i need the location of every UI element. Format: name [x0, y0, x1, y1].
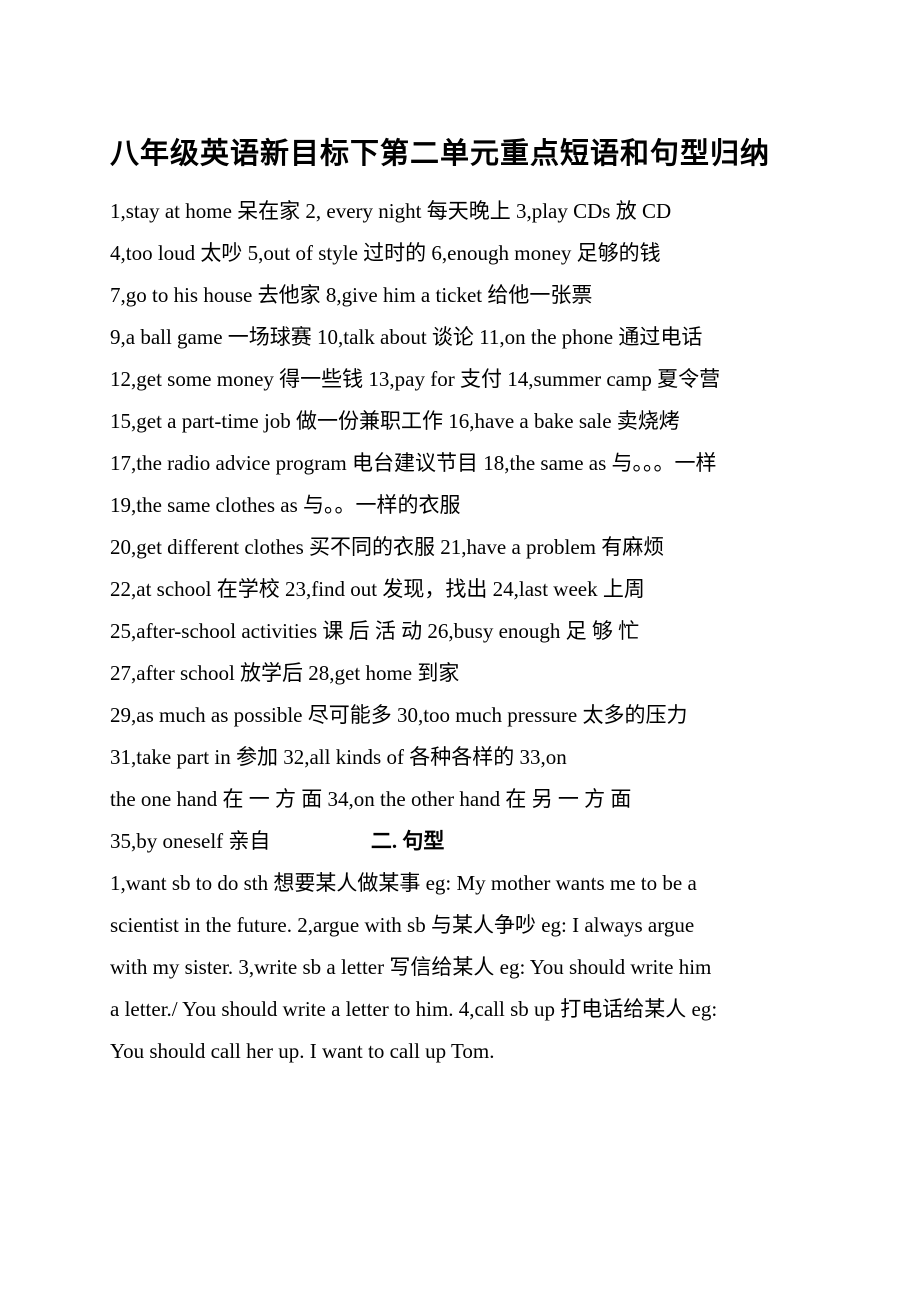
sentence-pattern-line: with my sister. 3,write sb a letter 写信给某… — [110, 946, 810, 988]
phrase-line: 4,too loud 太吵 5,out of style 过时的 6,enoug… — [110, 232, 810, 274]
phrase-line: 9,a ball game 一场球赛 10,talk about 谈论 11,o… — [110, 316, 810, 358]
phrase-line: 31,take part in 参加 32,all kinds of 各种各样的… — [110, 736, 810, 778]
phrase-line: 22,at school 在学校 23,find out 发现，找出 24,la… — [110, 568, 810, 610]
document-title: 八年级英语新目标下第二单元重点短语和句型归纳 — [110, 130, 810, 172]
phrase-line: 1,stay at home 呆在家 2, every night 每天晚上 3… — [110, 190, 810, 232]
phrase-line: 15,get a part-time job 做一份兼职工作 16,have a… — [110, 400, 810, 442]
phrase-line: 20,get different clothes 买不同的衣服 21,have … — [110, 526, 810, 568]
sentence-pattern-line: a letter./ You should write a letter to … — [110, 988, 810, 1030]
phrase-line: 17,the radio advice program 电台建议节目 18,th… — [110, 442, 810, 484]
sentence-pattern-line: scientist in the future. 2,argue with sb… — [110, 904, 810, 946]
phrase-line: 27,after school 放学后 28,get home 到家 — [110, 652, 810, 694]
phrase-line: 7,go to his house 去他家 8,give him a ticke… — [110, 274, 810, 316]
phrase-line: 12,get some money 得一些钱 13,pay for 支付 14,… — [110, 358, 810, 400]
sentence-pattern-line: 1,want sb to do sth 想要某人做某事 eg: My mothe… — [110, 862, 810, 904]
phrase-line: 19,the same clothes as 与。。一样的衣服 — [110, 484, 810, 526]
sentence-pattern-line: You should call her up. I want to call u… — [110, 1030, 810, 1072]
phrase-line: 25,after-school activities 课 后 活 动 26,bu… — [110, 610, 810, 652]
phrases-section: 1,stay at home 呆在家 2, every night 每天晚上 3… — [110, 190, 810, 820]
phrase-line: 29,as much as possible 尽可能多 30,too much … — [110, 694, 810, 736]
phrase-line: the one hand 在 一 方 面 34,on the other han… — [110, 778, 810, 820]
phrase-item-35: 35,by oneself 亲自 — [110, 829, 270, 853]
section-divider-line: 35,by oneself 亲自 二. 句型 — [110, 820, 810, 862]
document-page: 八年级英语新目标下第二单元重点短语和句型归纳 1,stay at home 呆在… — [0, 0, 920, 1172]
section-2-heading: 二. 句型 — [371, 829, 445, 853]
sentence-patterns-section: 1,want sb to do sth 想要某人做某事 eg: My mothe… — [110, 862, 810, 1072]
